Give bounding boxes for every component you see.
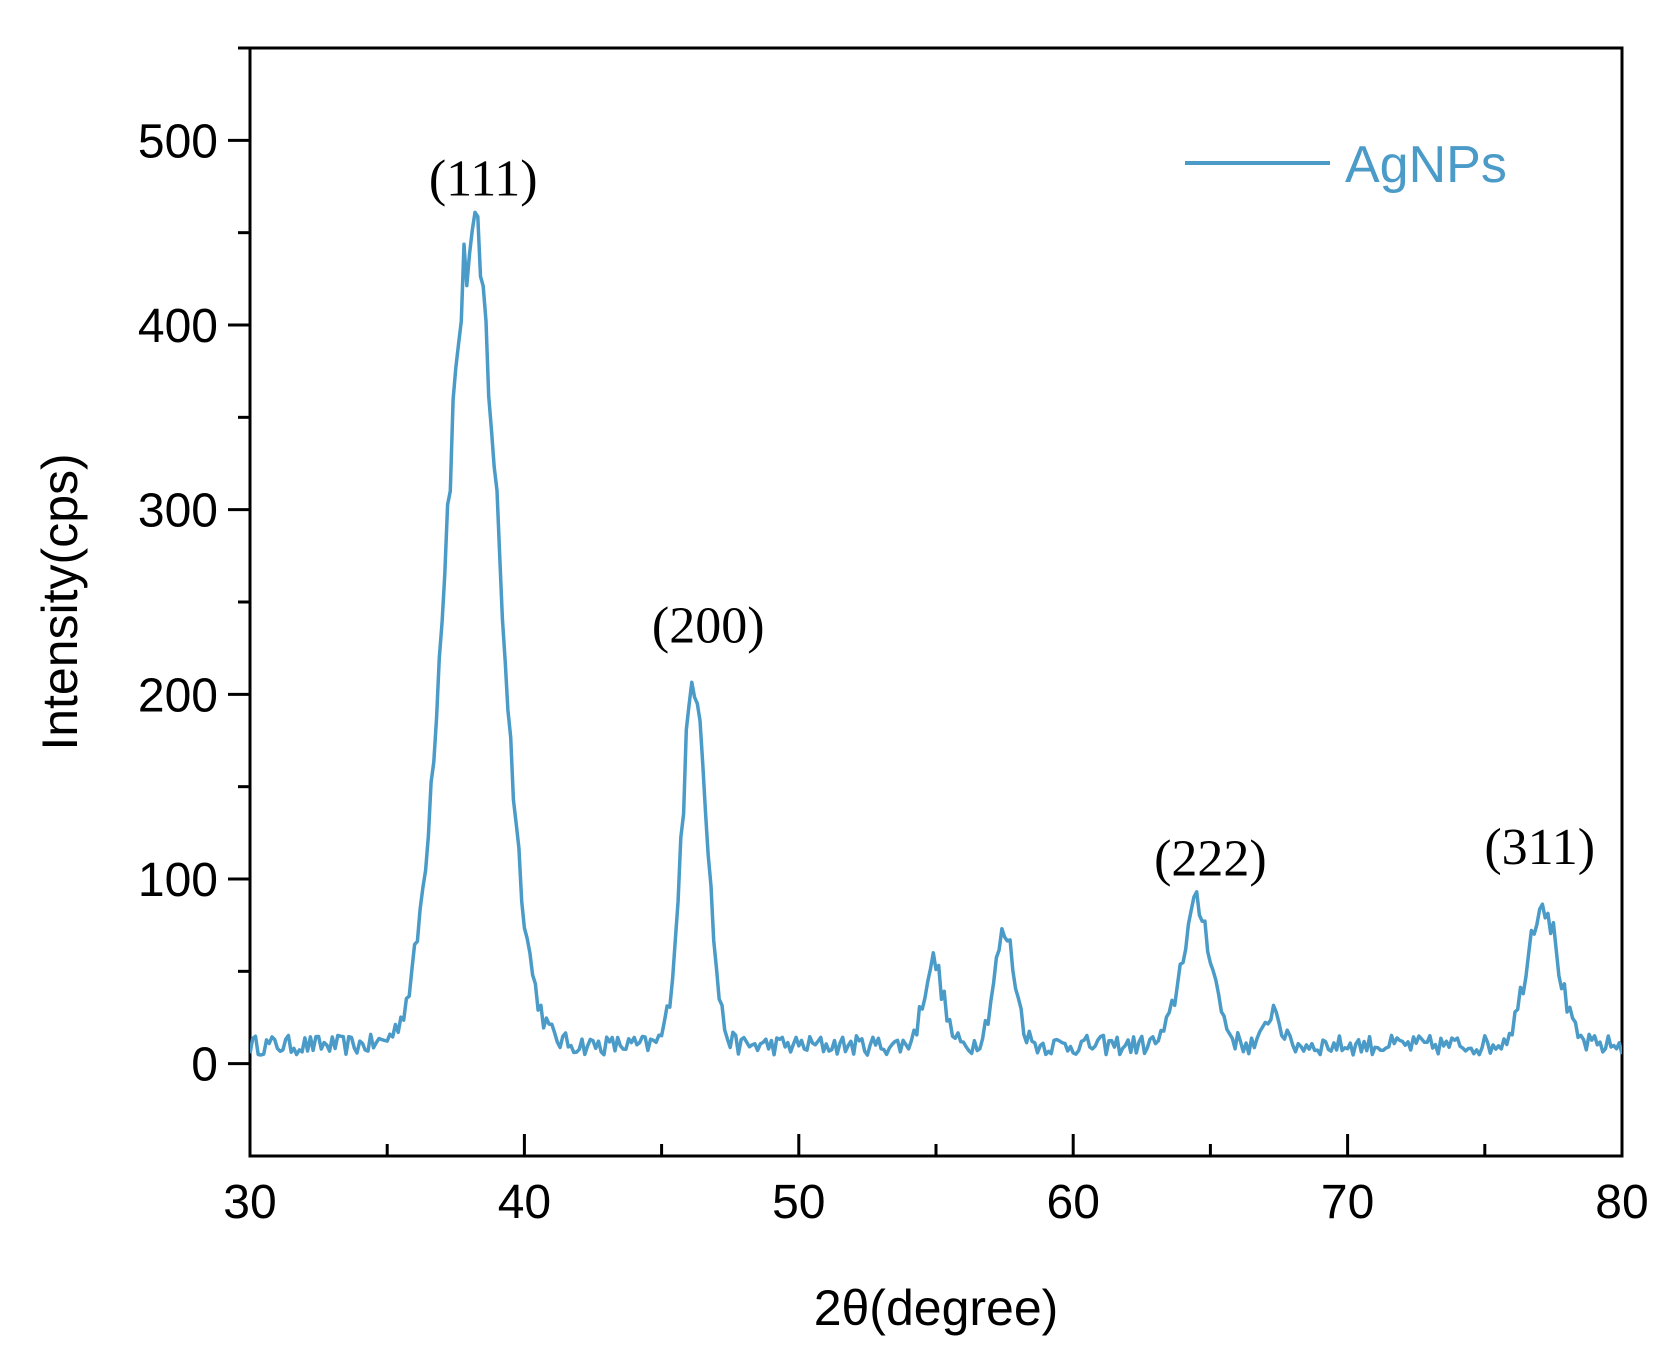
x-tick-label: 40	[498, 1176, 551, 1229]
y-axis-title: Intensity(cps)	[32, 453, 88, 750]
y-tick-label: 200	[138, 669, 218, 722]
x-tick-label: 50	[772, 1176, 825, 1229]
y-tick-label: 0	[191, 1039, 218, 1092]
y-axis-ticks	[228, 46, 250, 1066]
series-layer	[250, 210, 1622, 1057]
y-tick-label: 300	[138, 485, 218, 538]
legend-entry-agnps: AgNPs	[1345, 136, 1507, 194]
x-axis-ticks	[248, 1134, 1624, 1156]
plot-frame	[248, 46, 1624, 1158]
x-tick-label: 80	[1595, 1176, 1648, 1229]
y-axis-tick-labels: 0 100 200 300 400 500	[138, 115, 218, 1091]
x-tick-label: 70	[1321, 1176, 1374, 1229]
peak-label: (200)	[652, 598, 765, 655]
x-tick-label: 30	[223, 1176, 276, 1229]
peak-label: (311)	[1484, 819, 1595, 876]
x-axis-title: 2θ(degree)	[814, 1280, 1059, 1336]
y-tick-label: 100	[138, 854, 218, 907]
peak-label: (111)	[429, 151, 538, 208]
y-tick-label: 500	[138, 115, 218, 168]
peak-label: (222)	[1154, 830, 1267, 887]
x-axis-tick-labels: 30 40 50 60 70 80	[223, 1176, 1648, 1229]
series-line-agnps	[250, 210, 1622, 1057]
legend: AgNPs	[1185, 136, 1507, 194]
y-tick-label: 400	[138, 300, 218, 353]
x-tick-label: 60	[1047, 1176, 1100, 1229]
peak-annotations: (111) (200) (222) (311)	[429, 151, 1595, 888]
